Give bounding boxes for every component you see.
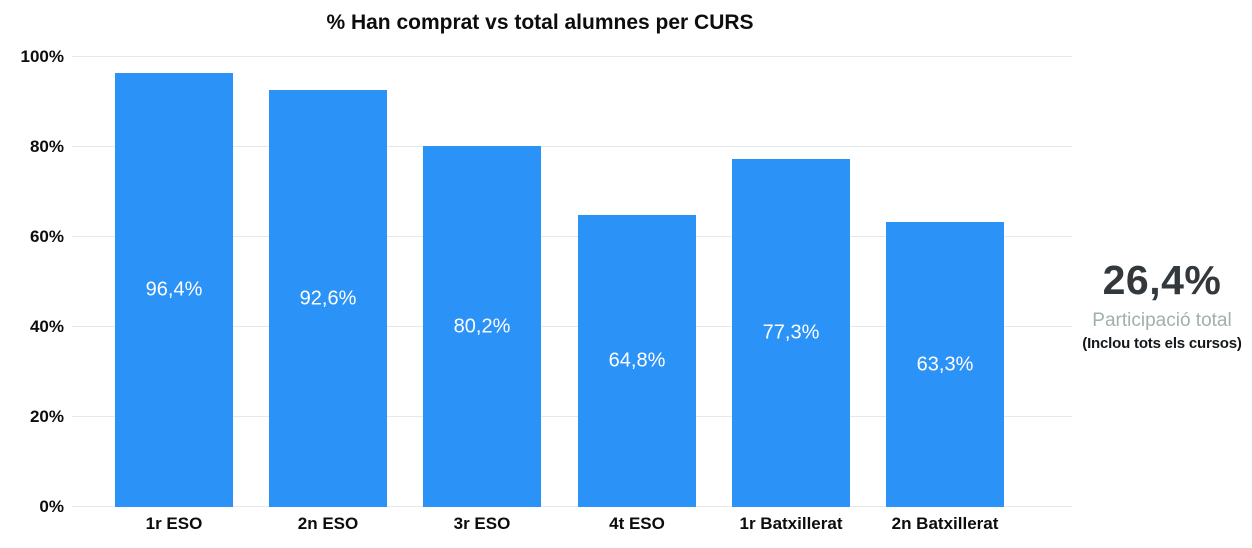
x-tick-label: 1r ESO [145, 514, 203, 533]
y-tick-label: 40% [29, 317, 64, 336]
bar-3r-eso[interactable]: 80,2% [423, 146, 541, 507]
kpi-label: Participació total [1092, 310, 1232, 331]
bar-value-label: 92,6% [299, 287, 357, 309]
x-tick-label: 2n ESO [297, 514, 359, 533]
y-tick-label: 0% [39, 497, 64, 516]
bar-value-label: 80,2% [453, 315, 511, 337]
plot-area: 96,4% 92,6% 80,2% 64,8% 77,3% 63,3% [72, 56, 1072, 507]
kpi-annotation: 26,4% Participació total (Inclou tots el… [1072, 256, 1252, 352]
bar-value-label: 64,8% [608, 349, 666, 372]
y-tick-label: 80% [29, 137, 64, 156]
chart-title: % Han comprat vs total alumnes per CURS [326, 11, 754, 34]
bar-4t-eso[interactable]: 64,8% [578, 215, 696, 507]
kpi-note: (Inclou tots els cursos) [1082, 335, 1242, 352]
bar-2n-eso[interactable]: 92,6% [269, 90, 387, 507]
bar-1r-eso[interactable]: 96,4% [115, 73, 233, 507]
bar-2n-batxillerat[interactable]: 63,3% [886, 222, 1004, 507]
x-tick-label: 3r ESO [453, 514, 511, 533]
gridline [72, 236, 1072, 237]
x-tick-label: 1r Batxillerat [739, 514, 843, 533]
y-tick-label: 100% [20, 47, 64, 66]
bar-value-label: 77,3% [762, 321, 820, 344]
bar-value-label: 96,4% [145, 278, 203, 301]
y-tick-label: 20% [29, 407, 64, 426]
gridline [72, 416, 1072, 417]
kpi-value: 26,4% [1102, 257, 1222, 303]
bar-value-label: 63,3% [916, 353, 974, 375]
x-tick-label: 4t ESO [609, 514, 665, 533]
bar-1r-batxillerat[interactable]: 77,3% [732, 159, 850, 507]
x-tick-label: 2n Batxillerat [891, 514, 999, 533]
y-tick-label: 60% [29, 227, 64, 246]
gridline [72, 326, 1072, 327]
gridline [72, 506, 1072, 507]
gridline [72, 146, 1072, 147]
gridline [72, 56, 1072, 57]
